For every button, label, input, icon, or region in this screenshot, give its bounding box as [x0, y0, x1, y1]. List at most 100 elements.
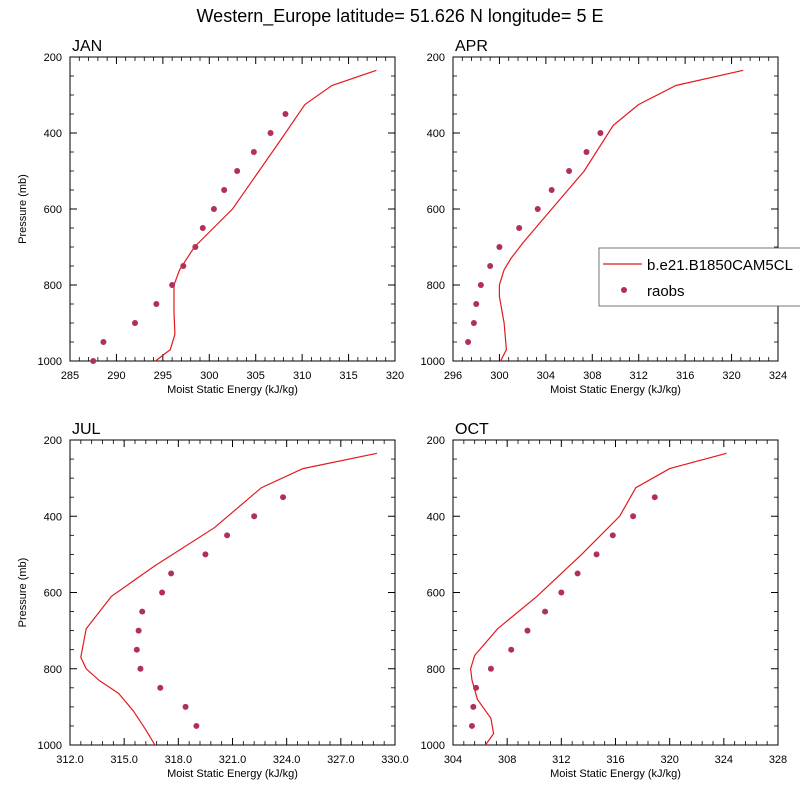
obs-point: [234, 168, 241, 174]
obs-point: [169, 282, 176, 288]
x-tick-label: 310: [293, 370, 311, 382]
obs-point: [153, 301, 160, 307]
obs-point: [508, 646, 515, 653]
plot-frame: [69, 439, 396, 746]
obs-point: [487, 263, 494, 269]
model-series-line: [80, 452, 378, 746]
x-tick-label: 312: [552, 754, 570, 766]
y-tick-label: 800: [427, 280, 445, 292]
x-tick-label: 295: [154, 370, 172, 382]
x-axis-label: Moist Static Energy (kJ/kg): [167, 384, 298, 396]
obs-point: [470, 703, 477, 710]
x-axis-label: Moist Static Energy (kJ/kg): [550, 768, 681, 780]
x-axis-label: Moist Static Energy (kJ/kg): [550, 384, 681, 396]
y-tick-label: 600: [427, 588, 445, 600]
panel-jul: JUL 312.0 315.0 318.0 321.0 324.0 327.0 330.0 20…: [17, 421, 409, 780]
obs-point: [542, 608, 549, 615]
panel-label: APR: [455, 38, 488, 55]
x-tick-label: 296: [444, 370, 462, 382]
obs-point: [548, 187, 555, 193]
y-tick-label: 400: [44, 128, 62, 140]
obs-point: [133, 646, 140, 653]
obs-point: [182, 703, 189, 710]
obs-point: [473, 684, 480, 691]
obs-point: [516, 225, 523, 231]
x-tick-label: 300: [200, 370, 218, 382]
panel-label: JUL: [72, 421, 101, 438]
y-tick-label: 800: [44, 280, 62, 292]
model-series-line: [498, 69, 744, 362]
obs-point: [465, 339, 472, 345]
y-tick-label: 800: [44, 664, 62, 676]
y-tick-label: 1000: [421, 356, 445, 368]
x-tick-label: 327.0: [327, 754, 355, 766]
obs-point: [159, 589, 166, 596]
plot-frame: [452, 439, 779, 746]
obs-point: [468, 722, 475, 729]
obs-point: [282, 111, 289, 117]
obs-point: [651, 494, 658, 501]
obs-point: [193, 722, 200, 729]
x-tick-label: 308: [583, 370, 601, 382]
obs-point: [100, 339, 107, 345]
y-tick-label: 200: [44, 435, 62, 447]
x-tick-label: 290: [107, 370, 125, 382]
y-axis-label: Pressure (mb): [17, 558, 29, 628]
x-tick-label: 285: [61, 370, 79, 382]
x-axis-label: Moist Static Energy (kJ/kg): [167, 768, 298, 780]
y-tick-label: 200: [427, 435, 445, 447]
obs-point: [566, 168, 573, 174]
obs-point: [496, 244, 503, 250]
obs-point: [280, 494, 287, 501]
panel-apr: APR 296 300 304 308 312 316 320 324 200 400 600 800 1…: [421, 38, 788, 396]
panel-oct: OCT 304 308 312 316 320 324 328 200 400 600 800 1000…: [421, 421, 788, 780]
x-tick-label: 324.0: [273, 754, 301, 766]
y-tick-label: 400: [427, 511, 445, 523]
obs-point: [221, 187, 228, 193]
obs-point: [251, 513, 258, 520]
obs-point: [224, 532, 231, 539]
obs-point: [137, 665, 144, 672]
obs-point: [90, 358, 97, 364]
figure-title: Western_Europe latitude= 51.626 N longit…: [197, 6, 604, 27]
obs-point: [574, 570, 581, 577]
obs-point: [210, 206, 217, 212]
x-tick-label: 315: [339, 370, 357, 382]
obs-point: [630, 513, 637, 520]
y-tick-label: 1000: [421, 740, 445, 752]
y-axis-label: Pressure (mb): [17, 174, 29, 244]
obs-point: [199, 225, 206, 231]
obs-point: [168, 570, 175, 577]
obs-point: [487, 665, 494, 672]
y-tick-label: 800: [427, 664, 445, 676]
y-tick-label: 600: [44, 204, 62, 216]
plot-frame: [452, 56, 779, 362]
x-tick-label: 304: [444, 754, 462, 766]
y-tick-label: 600: [44, 588, 62, 600]
x-tick-label: 308: [498, 754, 516, 766]
obs-point: [473, 301, 480, 307]
panel-label: OCT: [455, 421, 489, 438]
x-tick-label: 316: [676, 370, 694, 382]
obs-point: [132, 320, 138, 326]
y-tick-label: 400: [44, 511, 62, 523]
panel-jan: JAN 285 290 295 300 305 310 315 320 200 400 600 800 1…: [17, 38, 404, 396]
panel-label: JAN: [72, 38, 102, 55]
obs-point: [135, 627, 142, 634]
obs-point: [250, 149, 257, 155]
obs-point: [534, 206, 541, 212]
y-tick-label: 400: [427, 128, 445, 140]
legend-model-label: b.e21.B1850CAM5CL: [647, 257, 793, 274]
x-tick-label: 320: [386, 370, 404, 382]
x-tick-label: 321.0: [219, 754, 247, 766]
x-tick-label: 305: [247, 370, 265, 382]
obs-point: [139, 608, 146, 615]
y-tick-label: 200: [44, 52, 62, 64]
model-series-line: [155, 69, 377, 362]
x-tick-label: 300: [490, 370, 508, 382]
legend-obs-swatch: [621, 287, 627, 293]
obs-point: [597, 130, 604, 136]
x-tick-label: 312.0: [56, 754, 84, 766]
legend-box: [598, 247, 800, 307]
